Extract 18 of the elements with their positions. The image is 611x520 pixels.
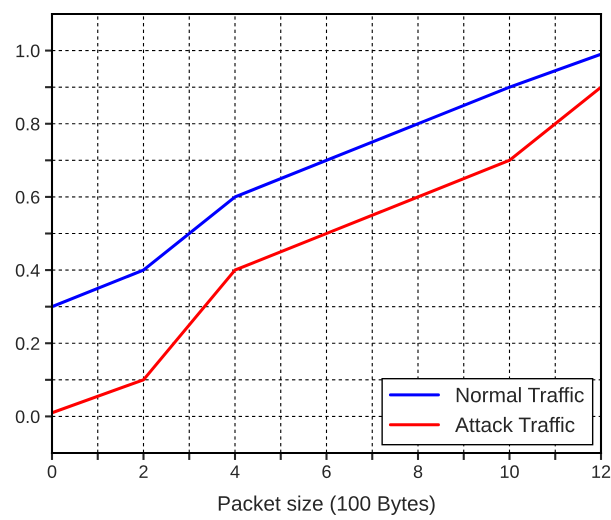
y-tick-label: 1.0 — [16, 44, 40, 58]
y-tick-label: 0.6 — [16, 190, 40, 204]
x-tick-label: 2 — [139, 465, 148, 478]
y-tick-label: 0.4 — [16, 264, 40, 277]
x-tick-label: 8 — [414, 465, 422, 478]
x-tick-label: 4 — [230, 465, 240, 478]
y-tick-label: 0.8 — [16, 118, 40, 130]
y-tick-label: 0.0 — [16, 410, 40, 424]
line-series — [52, 52, 601, 308]
legend-label: Attack Traffic — [455, 416, 575, 432]
x-tick-label: 6 — [322, 465, 331, 478]
y-tick-label: 0.2 — [16, 337, 40, 350]
x-axis-title: Packet size (100 Bytes) — [218, 496, 435, 515]
x-tick-label: 0 — [48, 465, 56, 478]
legend-label: Normal Traffic — [456, 387, 584, 402]
x-tick-label: 12 — [592, 465, 610, 478]
x-tick-label: 10 — [500, 465, 519, 478]
line-series — [52, 86, 601, 414]
